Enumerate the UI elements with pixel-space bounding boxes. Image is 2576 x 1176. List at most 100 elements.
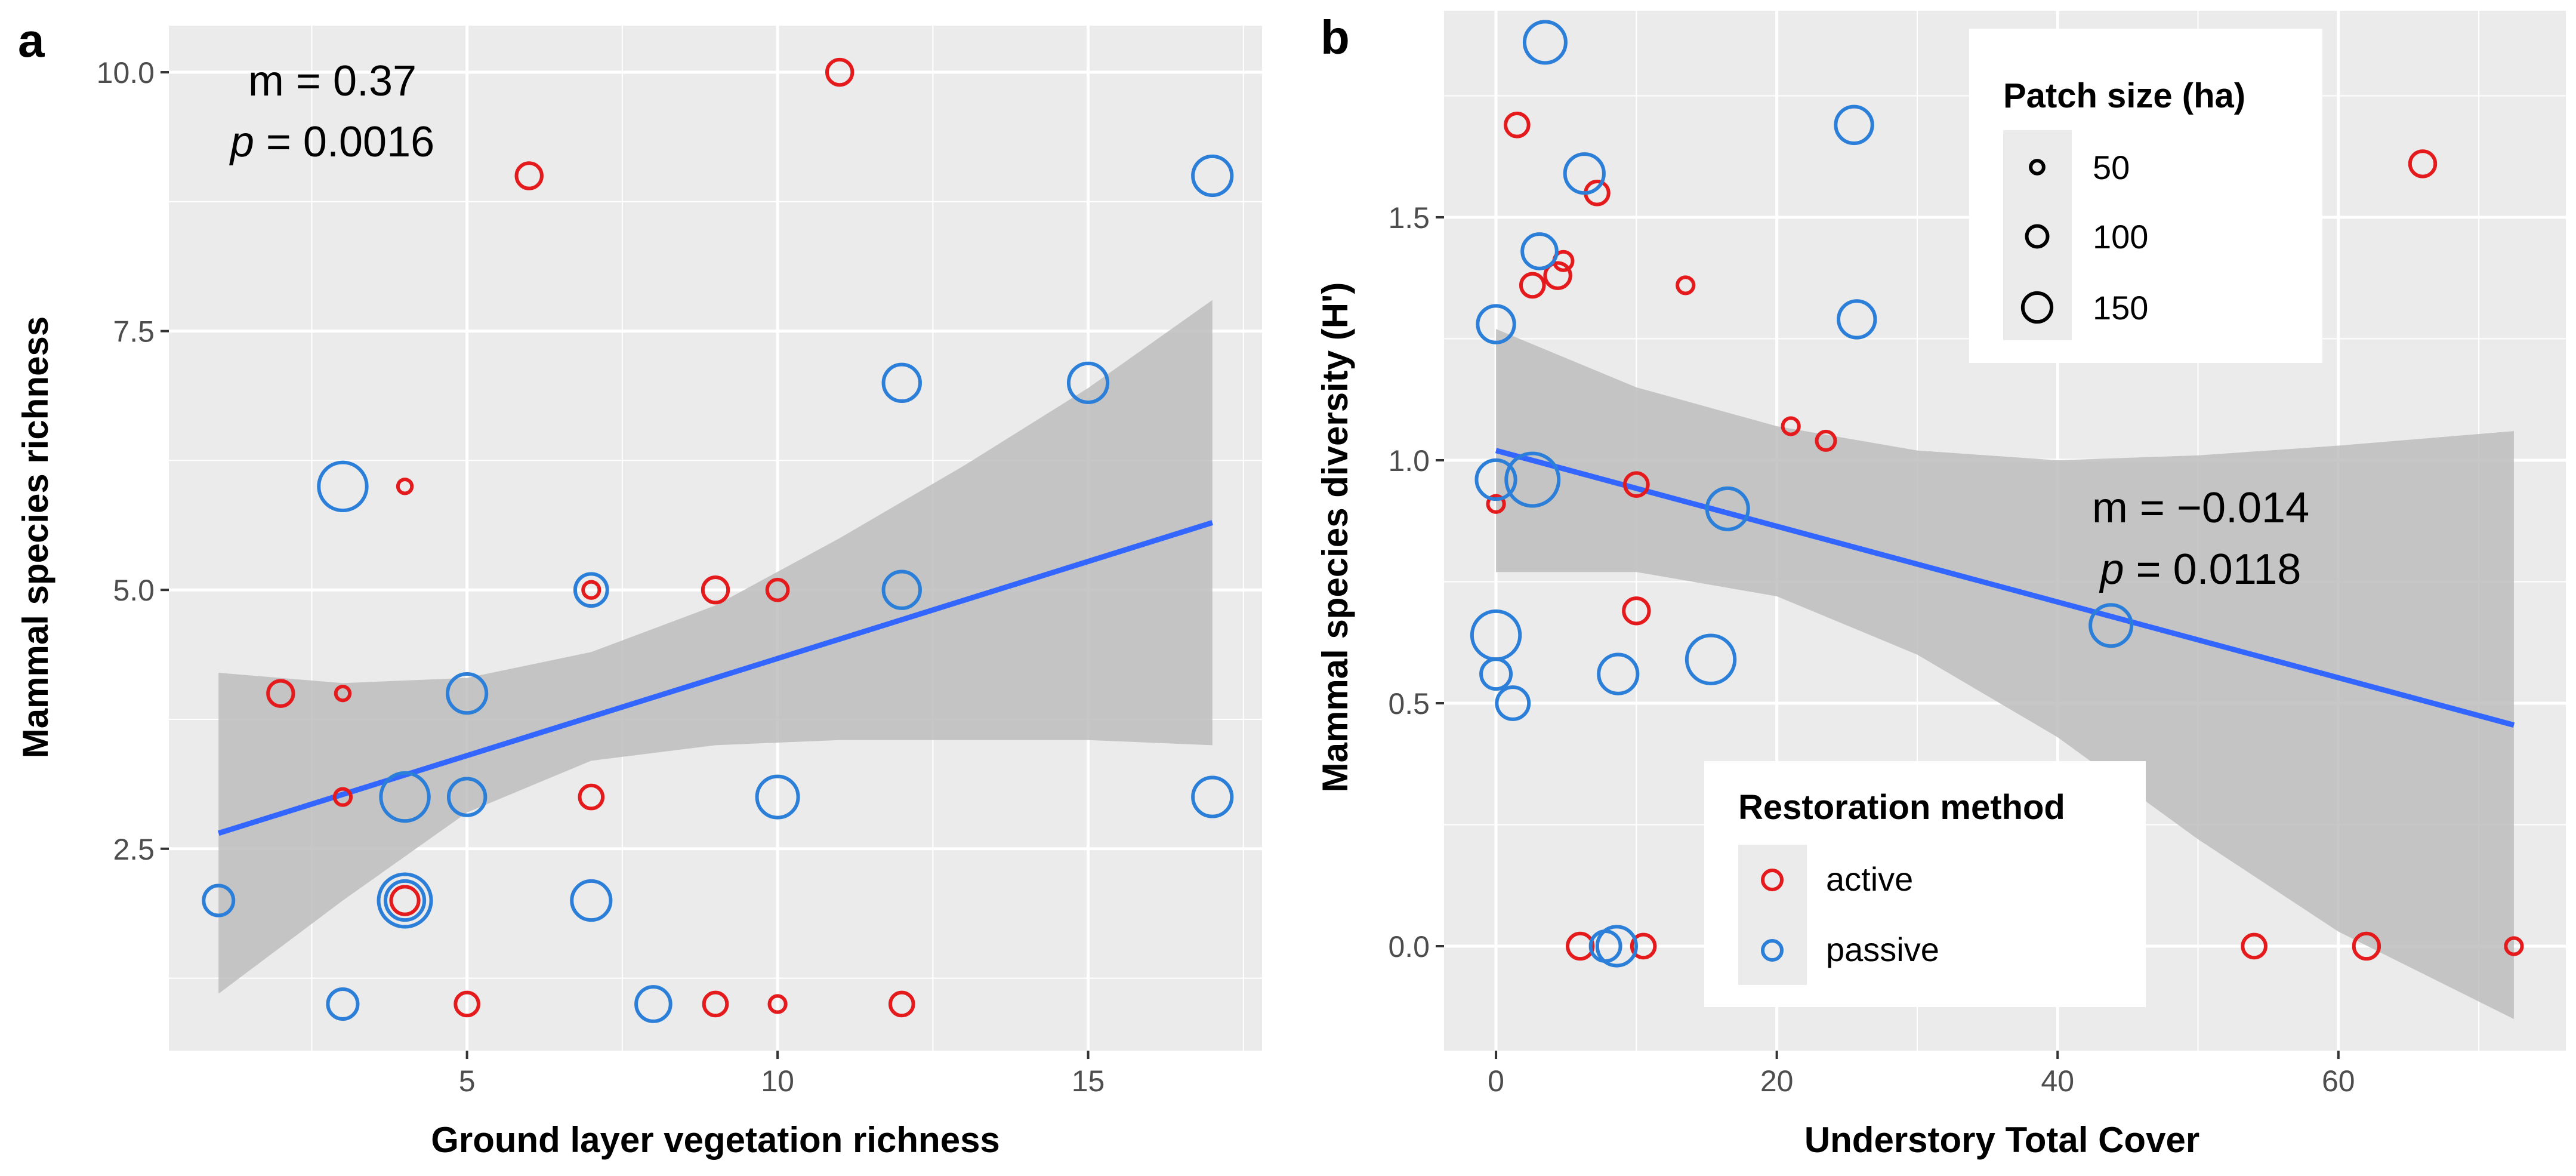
color-legend-key-active bbox=[1761, 869, 1784, 891]
point-active-b-3 bbox=[1543, 261, 1572, 290]
x-tick-label-b-2: 40 bbox=[2041, 1064, 2074, 1098]
point-active-b-14 bbox=[2241, 932, 2268, 960]
point-active-a-0 bbox=[825, 57, 854, 87]
point-passive-b-2 bbox=[1563, 152, 1606, 195]
color-legend-title: Restoration method bbox=[1738, 788, 2065, 827]
x-tick-label-b-0: 0 bbox=[1488, 1064, 1504, 1098]
point-passive-b-10 bbox=[2088, 603, 2134, 648]
point-active-b-0 bbox=[1504, 111, 1531, 138]
point-passive-b-11 bbox=[1685, 633, 1737, 685]
point-passive-b-4 bbox=[1837, 299, 1877, 340]
x-tick-label-a-0: 5 bbox=[459, 1064, 476, 1098]
point-active-b-15 bbox=[2352, 931, 2381, 961]
y-tick-label-b-0: 0.0 bbox=[1388, 930, 1430, 963]
y-tick-label-b-2: 1.0 bbox=[1388, 444, 1430, 478]
point-passive-a-4 bbox=[573, 572, 609, 608]
confidence-ribbon-a bbox=[218, 300, 1213, 994]
point-passive-a-7 bbox=[379, 771, 431, 823]
point-passive-b-8 bbox=[1705, 486, 1750, 531]
color-legend-keys bbox=[1761, 869, 1784, 962]
y-tick-label-a-0: 2.5 bbox=[113, 833, 155, 866]
size-legend-keys bbox=[2020, 159, 2054, 324]
color-legend: Restoration method active passive bbox=[1704, 761, 2146, 1007]
point-passive-b-1 bbox=[1834, 104, 1874, 145]
p-annotation-a: p = 0.0016 bbox=[229, 118, 434, 166]
point-active-b-9 bbox=[1486, 494, 1506, 514]
point-active-a-3 bbox=[581, 580, 601, 600]
point-passive-b-13 bbox=[1479, 657, 1513, 691]
x-axis-label-b: Understory Total Cover bbox=[1804, 1120, 2199, 1160]
point-active-b-16 bbox=[2504, 936, 2524, 956]
point-active-a-11 bbox=[454, 990, 480, 1018]
p-annotation-b: p = 0.0118 bbox=[2099, 546, 2302, 593]
point-passive-a-0 bbox=[1191, 154, 1234, 198]
point-passive-a-1 bbox=[881, 362, 922, 404]
size-legend-label-150: 150 bbox=[2093, 289, 2148, 327]
x-axis-label-a: Ground layer vegetation richness bbox=[431, 1120, 1000, 1160]
point-passive-b-16 bbox=[1595, 925, 1639, 968]
fit-line-b bbox=[1495, 448, 2515, 728]
point-passive-a-10 bbox=[1191, 775, 1234, 818]
point-passive-b-5 bbox=[1476, 304, 1516, 344]
size-legend-key-150 bbox=[2020, 291, 2054, 324]
y-tick-label-b-1: 0.5 bbox=[1388, 687, 1430, 721]
size-legend: Patch size (ha) 50 100 150 bbox=[1969, 29, 2322, 363]
p-symbol-a: p bbox=[229, 118, 254, 166]
point-passive-a-13 bbox=[383, 879, 427, 922]
panel-label-b: b bbox=[1321, 11, 1350, 64]
y-tick-label-a-2: 7.5 bbox=[113, 315, 155, 349]
point-passive-a-8 bbox=[446, 777, 488, 817]
point-passive-a-3 bbox=[317, 460, 369, 512]
point-active-a-10 bbox=[389, 885, 421, 916]
fit-line-a bbox=[217, 520, 1214, 836]
slope-annotation-a: m = 0.37 bbox=[248, 57, 417, 105]
point-active-b-7 bbox=[1815, 429, 1837, 452]
p-value-b: = 0.0118 bbox=[2124, 546, 2302, 593]
y-tick-label-b-3: 1.5 bbox=[1388, 201, 1430, 235]
x-tick-label-b-3: 60 bbox=[2322, 1064, 2355, 1098]
point-active-a-2 bbox=[396, 478, 414, 495]
point-passive-b-14 bbox=[1495, 685, 1531, 721]
ticks-a: 5 10 15 2.5 5.0 7.5 10.0 bbox=[97, 56, 1105, 1098]
p-value-a: = 0.0016 bbox=[254, 118, 434, 166]
point-active-b-8 bbox=[1623, 471, 1650, 498]
point-active-b-11 bbox=[2408, 149, 2438, 178]
y-tick-label-a-3: 10.0 bbox=[97, 56, 155, 90]
point-passive-a-11 bbox=[202, 883, 236, 918]
point-passive-b-3 bbox=[1520, 232, 1559, 270]
size-legend-label-50: 50 bbox=[2093, 149, 2130, 186]
color-legend-key-bg bbox=[1738, 845, 1807, 985]
point-active-a-9 bbox=[578, 783, 605, 811]
point-passive-a-15 bbox=[326, 987, 360, 1021]
point-active-b-5 bbox=[1676, 275, 1696, 295]
point-active-a-8 bbox=[332, 787, 353, 807]
slope-annotation-b: m = −0.014 bbox=[2092, 484, 2309, 532]
point-active-a-6 bbox=[266, 679, 295, 708]
point-passive-a-9 bbox=[755, 774, 800, 820]
size-legend-key-100 bbox=[2025, 224, 2050, 249]
point-active-a-7 bbox=[334, 684, 352, 703]
point-passive-a-14 bbox=[570, 879, 613, 922]
point-passive-b-6 bbox=[1474, 458, 1517, 501]
point-active-a-4 bbox=[701, 575, 730, 605]
points-a bbox=[202, 57, 1234, 1023]
point-passive-b-12 bbox=[1597, 652, 1640, 695]
y-axis-label-a: Mammal species richness bbox=[16, 316, 55, 758]
color-legend-label-active: active bbox=[1826, 860, 1913, 898]
size-legend-key-50 bbox=[2029, 159, 2046, 176]
color-legend-key-passive bbox=[1761, 939, 1784, 962]
point-passive-a-12 bbox=[377, 872, 433, 929]
point-active-a-1 bbox=[514, 161, 544, 190]
point-passive-a-6 bbox=[446, 672, 489, 715]
size-legend-title: Patch size (ha) bbox=[2003, 76, 2245, 115]
point-passive-b-0 bbox=[1522, 20, 1568, 65]
point-passive-b-7 bbox=[1504, 451, 1561, 508]
points-b bbox=[1470, 20, 2524, 968]
point-passive-a-2 bbox=[1066, 361, 1110, 404]
point-active-b-13 bbox=[1630, 932, 1657, 960]
point-active-b-6 bbox=[1781, 416, 1801, 436]
point-active-b-10 bbox=[1622, 596, 1651, 626]
size-legend-label-100: 100 bbox=[2093, 218, 2148, 255]
point-passive-a-16 bbox=[634, 985, 672, 1023]
